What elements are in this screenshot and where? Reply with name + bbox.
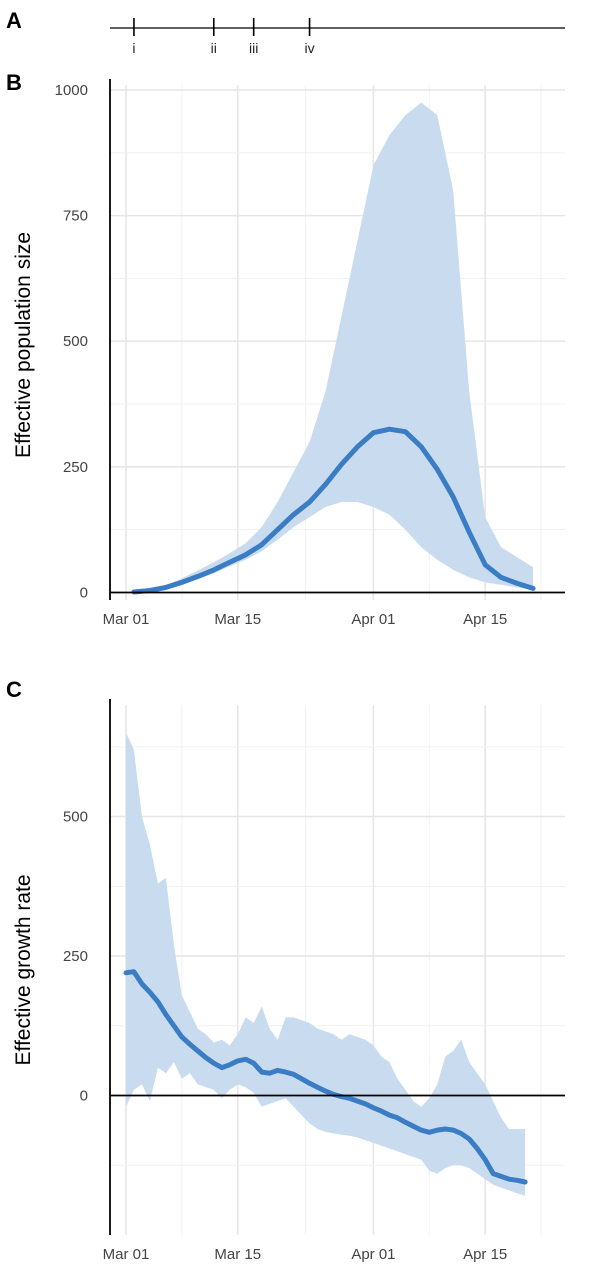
effective-population-size-panel: B 0 250 500 750 1000 Mar 01 Mar 15 Apr 01 Apr 15…	[6, 70, 565, 628]
ci-ribbon	[133, 102, 534, 592]
y-tick-label: 0	[80, 1088, 88, 1105]
timeline-panel: A i ii iii iv	[6, 8, 565, 56]
panel-label-c: C	[6, 677, 22, 702]
x-tick-label: Mar 01	[103, 1246, 150, 1263]
timeline-events: i ii iii iv	[110, 18, 565, 56]
axes	[109, 79, 565, 600]
y-axis-title: Effective population size	[12, 232, 35, 458]
median-series-line	[131, 426, 536, 595]
grid	[110, 705, 565, 1235]
event-label: iii	[249, 40, 258, 56]
panel-label-a: A	[6, 8, 22, 33]
event-label: ii	[211, 40, 217, 56]
y-tick-label: 0	[80, 584, 88, 601]
x-tick-label: Apr 01	[351, 611, 395, 628]
x-tick-label: Mar 15	[214, 611, 261, 628]
event-label: i	[132, 40, 135, 56]
x-tick-label: Mar 15	[214, 1246, 261, 1263]
y-tick-label: 1000	[55, 82, 88, 99]
y-tick-label: 750	[63, 208, 88, 225]
x-tick-label: Apr 15	[463, 1246, 507, 1263]
median-series-line	[123, 969, 528, 1185]
median-line	[123, 969, 528, 1185]
tick-labels: 0 250 500 Mar 01 Mar 15 Apr 01 Apr 15	[63, 809, 507, 1263]
axes	[109, 699, 565, 1235]
y-tick-label: 250	[63, 459, 88, 476]
x-tick-label: Mar 01	[103, 611, 150, 628]
credible-interval-ribbon	[133, 102, 534, 592]
median-line	[131, 426, 536, 595]
y-tick-label: 250	[63, 948, 88, 965]
credible-interval-ribbon	[126, 732, 526, 1196]
y-axis-title: Effective growth rate	[12, 874, 35, 1065]
event-label: iv	[304, 40, 314, 56]
x-tick-label: Apr 15	[463, 611, 507, 628]
effective-growth-rate-panel: C 0 250 500 Mar 01 Mar 15 Apr 01 Apr 15 Effect…	[6, 677, 565, 1263]
tick-labels: 0 250 500 750 1000 Mar 01 Mar 15 Apr 01 Apr 15	[55, 82, 508, 628]
x-tick-label: Apr 01	[351, 1246, 395, 1263]
y-tick-label: 500	[63, 809, 88, 826]
y-tick-label: 500	[63, 333, 88, 350]
ci-ribbon	[126, 732, 526, 1196]
panel-label-b: B	[6, 70, 22, 95]
